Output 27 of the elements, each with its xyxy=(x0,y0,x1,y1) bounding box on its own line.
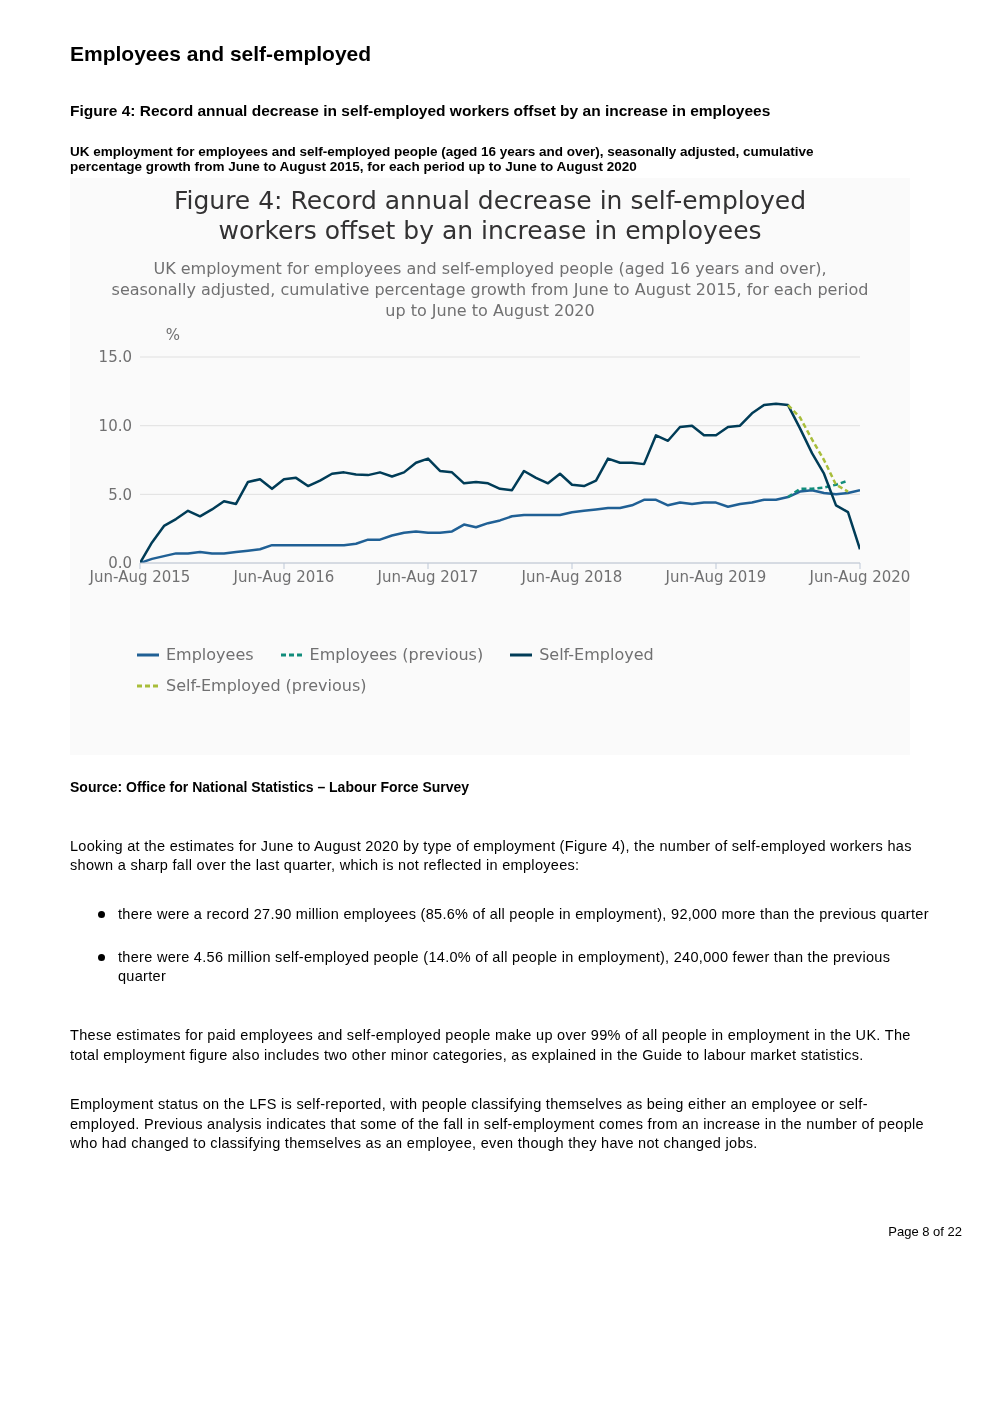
y-tick-label: 15.0 xyxy=(98,348,132,367)
x-tick-label: Jun-Aug 2017 xyxy=(376,567,479,586)
text: there were 4.56 million self-employed people (14.0% of all people in employment), 240,000 fewer than the previous quarter xyxy=(118,948,892,986)
x-tick-label: Jun-Aug 2020 xyxy=(808,567,911,586)
text: Employees and self-employed xyxy=(70,42,373,66)
x-tick-label: Jun-Aug 2019 xyxy=(664,567,767,586)
text: Page 8 of 22 xyxy=(887,1223,962,1239)
y-axis-title: % xyxy=(165,325,180,344)
legend-label: Self-Employed xyxy=(539,645,654,664)
y-tick-label: 10.0 xyxy=(98,416,132,435)
chart-title: Figure 4: Record annual decrease in self-employed workers offset by an increase in employees xyxy=(172,185,808,246)
text: Employment status on the LFS is self-reported, with people classifying themselves as being either an employee or self-employed. Previous analysis indicates that some of the fall in self-employment comes from an increase in the number of people who had changed to classifying themselves as an employee, even though they have not changed jobs. xyxy=(70,1095,925,1153)
legend-label: Employees (previous) xyxy=(309,645,484,664)
text: there were a record 27.90 million employees (85.6% of all people in employment), 92,000 more than the previous quarter xyxy=(118,905,930,924)
source-note: Source: Office for National Statistics – Labour Force Survey xyxy=(70,779,471,795)
x-tick-label: Jun-Aug 2018 xyxy=(520,567,623,586)
text: Looking at the estimates for June to August 2020 by type of employment (Figure 4), the number of self-employed workers has shown a sharp fall over the last quarter, which is not reflected in employees: xyxy=(70,837,913,875)
legend-label: Self-Employed (previous) xyxy=(166,676,367,695)
line-series xyxy=(786,403,850,493)
text: UK employment for employees and self-employed people (aged 16 years and over), seasonally adjusted, cumulative percentage growth from June to August 2015, for each period up to June to August 2020 xyxy=(70,144,814,174)
y-tick-label: 5.0 xyxy=(108,485,132,504)
text: These estimates for paid employees and self-employed people make up over 99% of all people in employment in the UK. The total employment figure also includes two other minor categories, as explained in the Guide to labour market statistics. xyxy=(70,1026,912,1065)
chart-title: Figure 4: Record annual decrease in self-employed workers offset by an increase in employees xyxy=(70,102,771,119)
x-tick-label: Jun-Aug 2015 xyxy=(88,567,191,586)
chart-subtitle: UK employment for employees and self-employed people (aged 16 years and over), seasonally adjusted, cumulative percentage growth from June to August 2015, for each period up to June to August 2020 xyxy=(110,258,870,321)
x-tick-label: Jun-Aug 2016 xyxy=(232,567,335,586)
legend-label: Employees xyxy=(166,645,254,664)
